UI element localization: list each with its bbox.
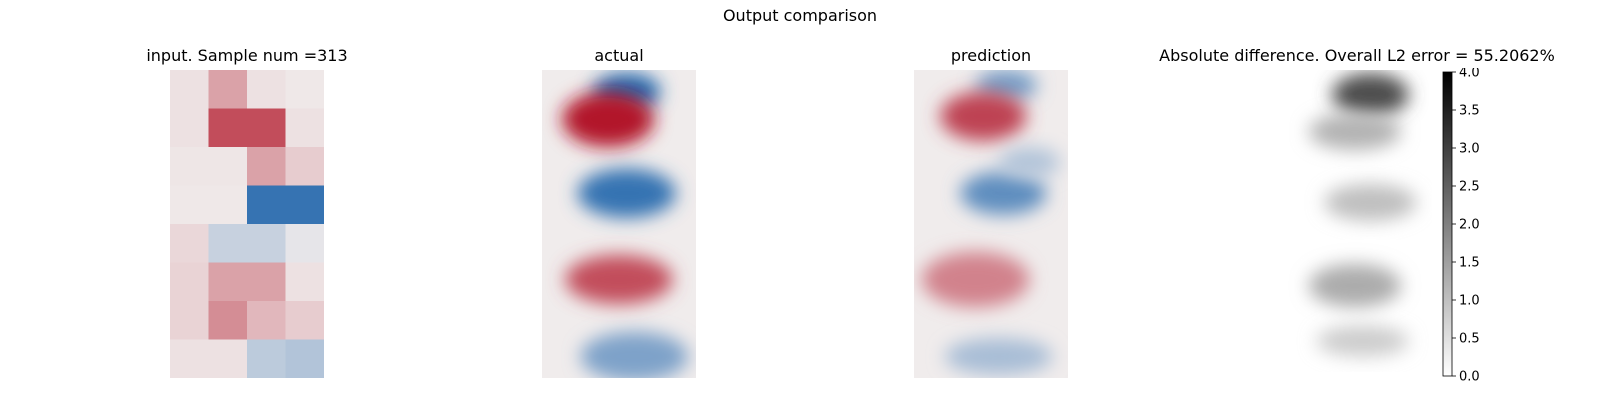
heatmap-cell bbox=[208, 70, 248, 109]
heatmap-cell bbox=[285, 147, 324, 186]
heatmap-cell bbox=[170, 185, 209, 225]
actual-panel-title: actual bbox=[594, 46, 644, 65]
field-blob bbox=[921, 251, 1030, 308]
heatmap-cell bbox=[285, 185, 324, 225]
heatmap-cell bbox=[285, 224, 324, 263]
heatmap-cell bbox=[170, 70, 209, 109]
input-heatmap bbox=[170, 70, 324, 378]
colorbar-gradient bbox=[1442, 71, 1453, 377]
heatmap-cell bbox=[247, 70, 286, 109]
difference-heatmap bbox=[1278, 70, 1432, 378]
heatmap-cell bbox=[208, 224, 248, 263]
field-blob bbox=[565, 254, 673, 305]
heatmap-cell bbox=[285, 262, 324, 302]
heatmap-cell bbox=[208, 147, 248, 186]
heatmap-cell bbox=[285, 339, 324, 378]
difference-panel-title: Absolute difference. Overall L2 error = … bbox=[1159, 46, 1555, 65]
colorbar-tick-label: 4.0 bbox=[1459, 68, 1480, 81]
colorbar-tick-label: 3.5 bbox=[1459, 104, 1480, 119]
heatmap-cell bbox=[170, 108, 209, 148]
heatmap-cell bbox=[208, 185, 248, 225]
colorbar-tick-label: 3.0 bbox=[1459, 142, 1480, 157]
heatmap-cell bbox=[285, 108, 324, 148]
field-blob bbox=[562, 91, 655, 147]
colorbar-tick-label: 1.0 bbox=[1459, 294, 1480, 309]
heatmap-cell bbox=[208, 262, 248, 302]
field-blob bbox=[960, 171, 1047, 215]
heatmap-cell bbox=[247, 147, 286, 186]
colorbar-tick-label: 2.0 bbox=[1459, 218, 1480, 233]
field-blob bbox=[580, 331, 689, 378]
colorbar: 0.0 0.5 1.0 1.5 2.0 2.5 3.0 3.5 4.0 bbox=[1440, 66, 1500, 385]
heatmap-cell bbox=[170, 339, 209, 378]
heatmap-cell bbox=[247, 224, 286, 263]
field-blob bbox=[1316, 325, 1409, 357]
heatmap-cell bbox=[208, 339, 248, 378]
field-blob bbox=[1308, 113, 1402, 151]
heatmap-cell bbox=[170, 301, 209, 340]
field-blob bbox=[998, 147, 1061, 178]
colorbar-tick-label: 2.5 bbox=[1459, 180, 1480, 195]
actual-heatmap bbox=[542, 70, 696, 378]
heatmap-cell bbox=[247, 301, 286, 340]
field-blob bbox=[1331, 73, 1409, 117]
heatmap-cell bbox=[208, 108, 248, 148]
figure-suptitle: Output comparison bbox=[722, 6, 878, 25]
heatmap-cell bbox=[285, 301, 324, 340]
field-blob bbox=[577, 168, 676, 218]
prediction-heatmap bbox=[914, 70, 1068, 378]
heatmap-cell bbox=[247, 339, 286, 378]
colorbar-tick-label: 1.5 bbox=[1459, 256, 1480, 271]
heatmap-cell bbox=[247, 262, 286, 302]
heatmap-cell bbox=[208, 301, 248, 340]
heatmap-cell bbox=[247, 185, 286, 225]
heatmap-cell bbox=[285, 70, 324, 109]
input-panel-title: input. Sample num =313 bbox=[146, 46, 348, 65]
field-blob bbox=[1324, 183, 1417, 221]
heatmap-cell bbox=[170, 262, 209, 302]
prediction-panel-title: prediction bbox=[950, 46, 1032, 65]
colorbar-tick-label: 0.0 bbox=[1459, 370, 1480, 385]
colorbar-tick-label: 0.5 bbox=[1459, 332, 1480, 347]
heatmap-cell bbox=[170, 224, 209, 263]
field-blob bbox=[944, 337, 1053, 375]
heatmap-cell bbox=[170, 147, 209, 186]
field-blob bbox=[1308, 264, 1402, 308]
heatmap-cell bbox=[247, 108, 286, 148]
field-blob bbox=[940, 91, 1027, 141]
